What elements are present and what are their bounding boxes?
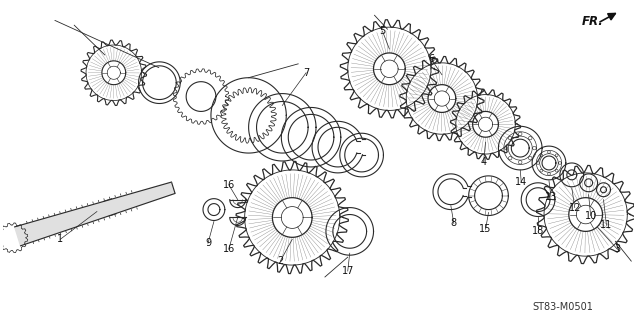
Text: 12: 12	[569, 203, 581, 212]
Text: 2: 2	[277, 256, 283, 266]
Text: 3: 3	[614, 244, 620, 254]
Text: 5: 5	[379, 26, 385, 36]
Text: 17: 17	[341, 266, 354, 276]
Text: 7: 7	[303, 68, 309, 78]
Text: 9: 9	[205, 238, 211, 248]
Text: 1: 1	[57, 234, 63, 244]
Text: 16: 16	[223, 244, 235, 254]
Text: 13: 13	[545, 192, 557, 202]
Text: 6: 6	[428, 54, 434, 64]
FancyArrowPatch shape	[600, 13, 615, 22]
Text: 4: 4	[480, 157, 487, 167]
Text: 14: 14	[515, 177, 527, 187]
Text: 10: 10	[585, 211, 597, 220]
Text: 8: 8	[451, 219, 457, 228]
Text: ST83-M0501: ST83-M0501	[533, 302, 593, 312]
Text: 11: 11	[600, 220, 613, 230]
Text: 15: 15	[480, 224, 492, 234]
Text: 16: 16	[223, 180, 235, 190]
Text: FR.: FR.	[582, 15, 603, 28]
Text: 18: 18	[532, 226, 544, 236]
Polygon shape	[15, 182, 175, 246]
